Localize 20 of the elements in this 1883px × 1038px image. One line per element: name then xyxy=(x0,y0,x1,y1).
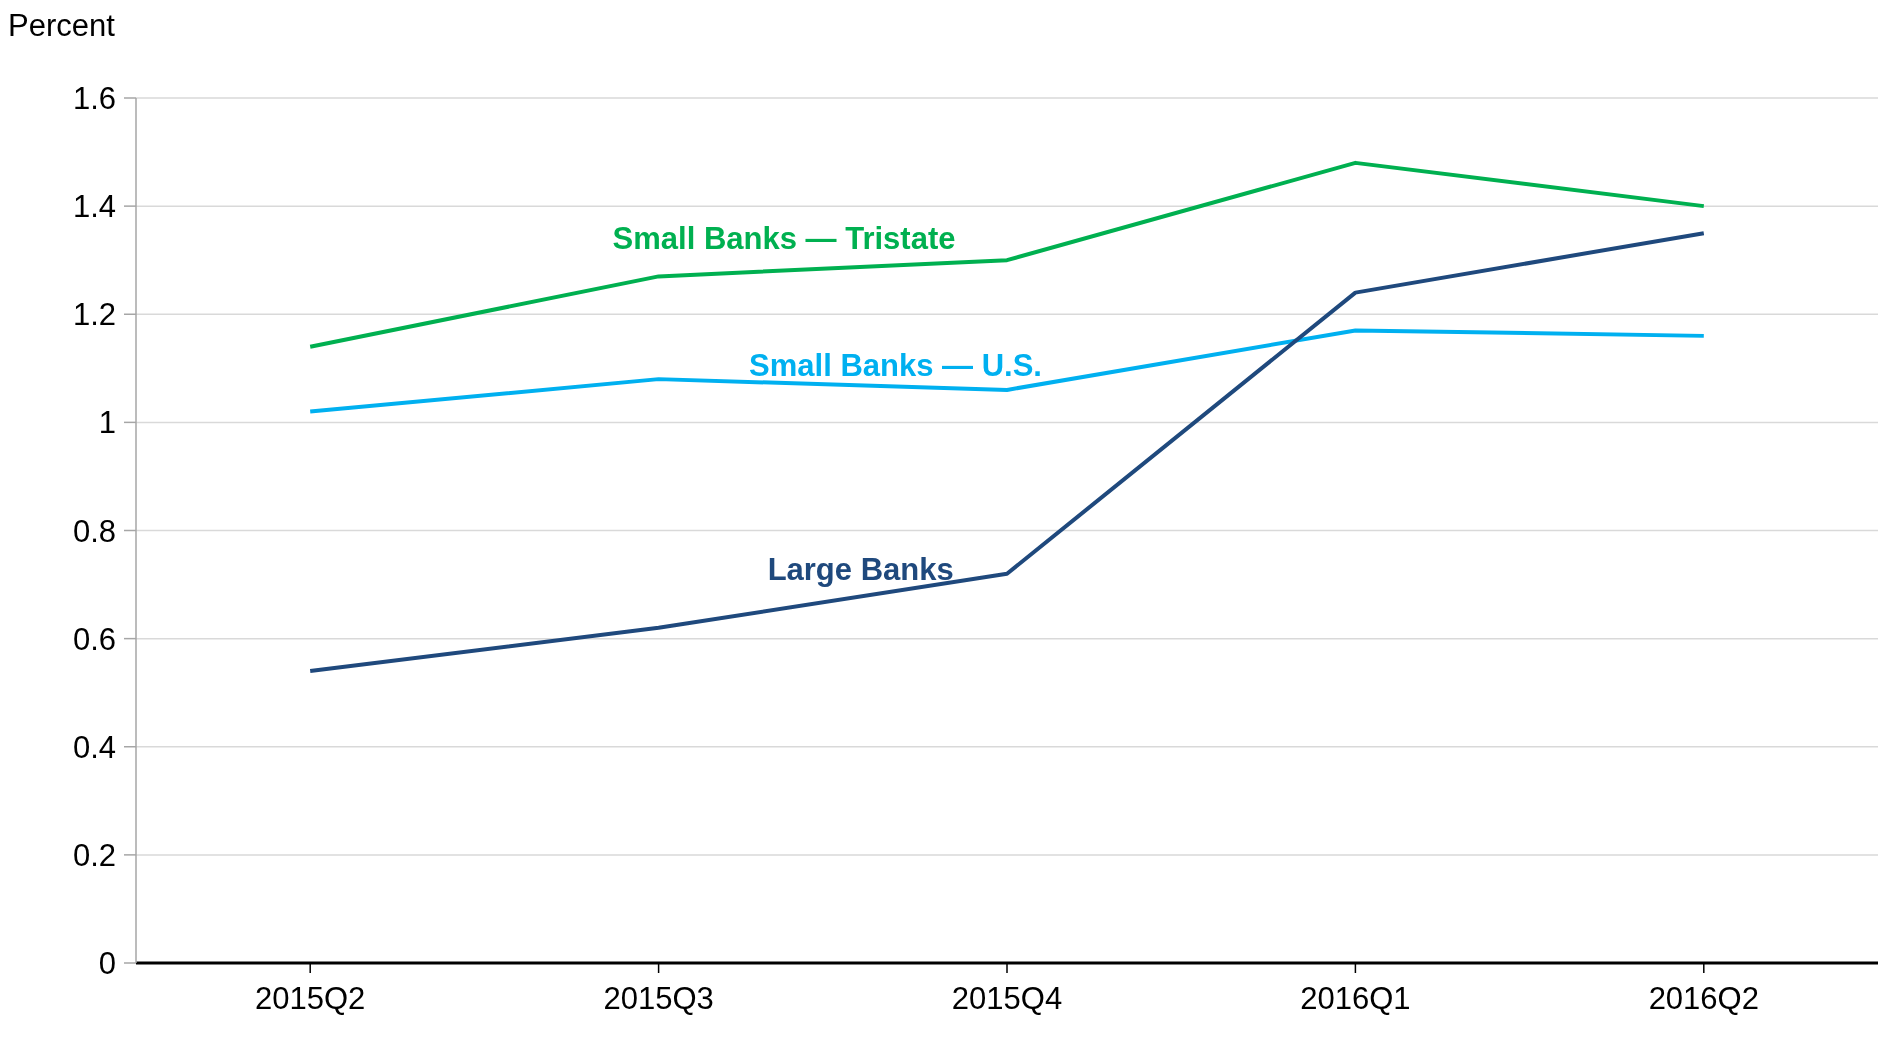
y-tick-label: 0.4 xyxy=(72,729,116,765)
y-tick-label: 0.2 xyxy=(72,837,116,873)
x-tick-label: 2016Q2 xyxy=(1648,981,1759,1017)
y-tick-label: 0 xyxy=(98,946,116,982)
x-tick-label: 2015Q4 xyxy=(951,981,1063,1017)
x-tick-label: 2015Q2 xyxy=(255,981,366,1017)
series-label: Small Banks — Tristate xyxy=(612,221,956,257)
series-label: Small Banks — U.S. xyxy=(749,347,1042,383)
y-axis-title: Percent xyxy=(8,8,115,44)
x-tick-label: 2015Q3 xyxy=(603,981,714,1017)
y-tick-label: 0.8 xyxy=(72,513,116,549)
y-tick-label: 1 xyxy=(98,405,116,441)
x-tick-label: 2016Q1 xyxy=(1300,981,1411,1017)
line-series xyxy=(308,328,1706,414)
y-tick-label: 1.2 xyxy=(72,297,116,333)
line-series xyxy=(308,160,1706,349)
y-tick-label: 1.6 xyxy=(72,81,116,116)
series-label: Large Banks xyxy=(767,552,954,588)
y-tick-label: 0.6 xyxy=(72,621,116,657)
y-tick-label: 1.4 xyxy=(72,189,116,225)
